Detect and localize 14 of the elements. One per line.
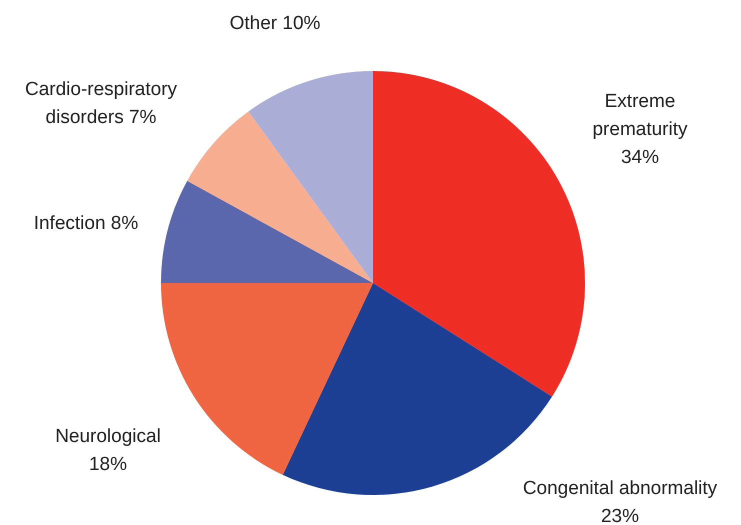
slice-label: Neurological — [55, 426, 161, 447]
data-label: 34% — [620, 147, 660, 168]
pie-slice — [373, 71, 585, 397]
data-label: 23% — [600, 506, 640, 525]
slice-label: Other 10% — [230, 13, 321, 34]
pie-slice — [161, 283, 373, 475]
pie-slice — [248, 71, 373, 283]
pie-slice — [187, 111, 373, 283]
slice-label: Cardio-respiratory disorders 7% — [24, 79, 178, 128]
slice-label: Congenital abnormality — [522, 478, 718, 499]
slice-label: Infection 8% — [34, 213, 138, 234]
pie-slice — [161, 180, 373, 283]
slice-label: Extreme prematurity — [592, 91, 688, 140]
data-label: 18% — [88, 454, 128, 475]
